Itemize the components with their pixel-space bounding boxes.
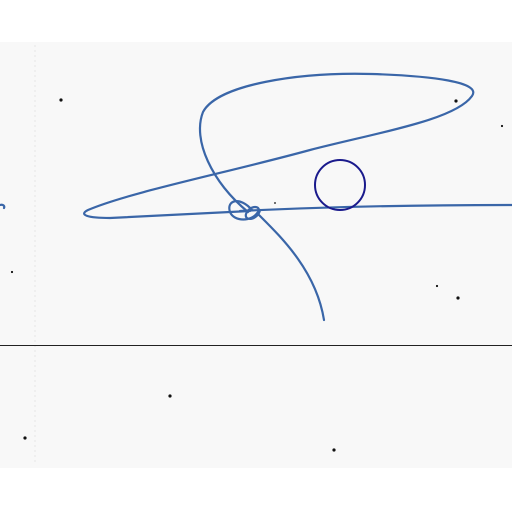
speckle (168, 394, 172, 398)
speckle (456, 296, 460, 300)
signature-stroke-upper-loop (83, 72, 475, 220)
speckle (332, 448, 336, 452)
speckle (435, 284, 439, 288)
speckle (274, 202, 276, 204)
speckle (23, 436, 27, 440)
scanned-paper (0, 42, 512, 468)
signature-stroke-baseline (238, 203, 512, 213)
signature-stroke-tail (256, 212, 326, 322)
speckle (59, 98, 63, 102)
speckle (500, 124, 504, 128)
signature-stroke-knot (228, 200, 262, 221)
scan-speckles (10, 98, 504, 452)
annotation-circle (314, 159, 366, 211)
signature-stroke-left-mark (0, 203, 6, 210)
handwritten-signature (0, 72, 512, 322)
speckle (454, 99, 458, 103)
speckle (10, 270, 14, 274)
fold-line (0, 345, 512, 346)
